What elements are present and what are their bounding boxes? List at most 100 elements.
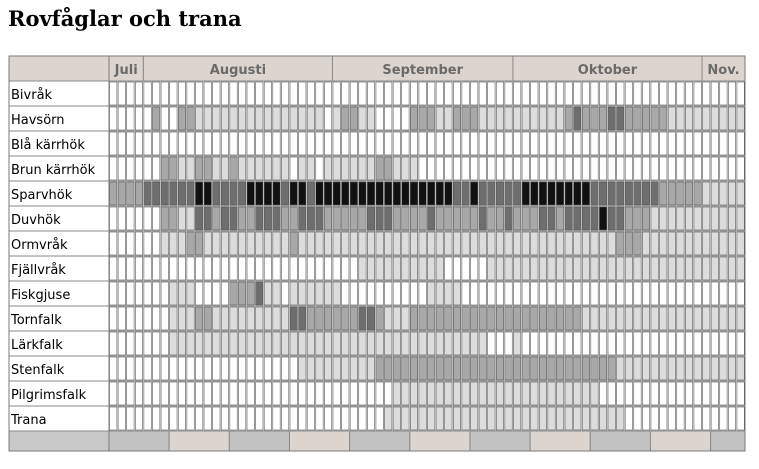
heatmap-cell: [521, 181, 530, 206]
heatmap-cell: [495, 231, 504, 256]
heatmap-cell: [719, 281, 728, 306]
heatmap-cell: [607, 206, 616, 231]
heatmap-cell: [470, 406, 479, 431]
heatmap-cell: [143, 81, 152, 106]
heatmap-cell: [341, 356, 350, 381]
heatmap-cell: [728, 156, 737, 181]
heatmap-cell: [246, 306, 255, 331]
heatmap-cell: [728, 381, 737, 406]
heatmap-cell: [324, 106, 333, 131]
heatmap-cell: [547, 306, 556, 331]
heatmap-cell: [341, 281, 350, 306]
heatmap-cell: [358, 381, 367, 406]
heatmap-cell: [504, 81, 513, 106]
heatmap-cell: [470, 156, 479, 181]
heatmap-cell: [719, 181, 728, 206]
heatmap-cell: [702, 156, 711, 181]
heatmap-cell: [375, 181, 384, 206]
heatmap-cell: [513, 231, 522, 256]
heatmap-cell: [341, 306, 350, 331]
heatmap-cell: [590, 81, 599, 106]
heatmap-cell: [246, 181, 255, 206]
heatmap-cell: [702, 381, 711, 406]
row-label: Trana: [10, 413, 47, 428]
heatmap-cell: [229, 81, 238, 106]
heatmap-cell: [410, 231, 419, 256]
row-label-cell: [8, 255, 110, 282]
heatmap-cell: [504, 206, 513, 231]
heatmap-cell: [272, 81, 281, 106]
heatmap-cell: [538, 206, 547, 231]
heatmap-cell: [487, 206, 496, 231]
heatmap-cell: [152, 206, 161, 231]
heatmap-cell: [607, 106, 616, 131]
heatmap-cell: [255, 156, 264, 181]
heatmap-cell: [134, 406, 143, 431]
heatmap-cell: [624, 406, 633, 431]
heatmap-cell: [710, 306, 719, 331]
heatmap-cell: [616, 356, 625, 381]
heatmap-cell: [599, 81, 608, 106]
heatmap-cell: [633, 106, 642, 131]
heatmap-cell: [272, 306, 281, 331]
heatmap-cell: [177, 81, 186, 106]
heatmap-cell: [719, 156, 728, 181]
heatmap-cell: [186, 106, 195, 131]
heatmap-cell: [195, 106, 204, 131]
heatmap-cell: [169, 106, 178, 131]
heatmap-cell: [478, 256, 487, 281]
heatmap-cell: [728, 331, 737, 356]
heatmap-cell: [435, 131, 444, 156]
heatmap-cell: [134, 181, 143, 206]
heatmap-cell: [263, 306, 272, 331]
heatmap-cell: [444, 381, 453, 406]
heatmap-cell: [195, 181, 204, 206]
heatmap-cell: [109, 156, 118, 181]
footer-week-cell: [710, 430, 746, 452]
heatmap-cell: [513, 331, 522, 356]
heatmap-cell: [375, 156, 384, 181]
heatmap-cell: [160, 406, 169, 431]
heatmap-cell: [134, 156, 143, 181]
heatmap-cell: [255, 406, 264, 431]
heatmap-cell: [736, 81, 745, 106]
heatmap-cell: [349, 256, 358, 281]
heatmap-cell: [478, 356, 487, 381]
heatmap-cell: [126, 256, 135, 281]
heatmap-cell: [616, 281, 625, 306]
row-label: Fjällvråk: [11, 263, 66, 278]
heatmap-cell: [169, 331, 178, 356]
heatmap-cell: [324, 131, 333, 156]
heatmap-cell: [478, 106, 487, 131]
heatmap-cell: [392, 256, 401, 281]
heatmap-cell: [109, 231, 118, 256]
heatmap-cell: [624, 381, 633, 406]
heatmap-cell: [521, 281, 530, 306]
heatmap-cell: [736, 356, 745, 381]
heatmap-cell: [599, 356, 608, 381]
heatmap-cell: [599, 306, 608, 331]
heatmap-cell: [642, 131, 651, 156]
heatmap-cell: [298, 331, 307, 356]
heatmap-cell: [160, 356, 169, 381]
heatmap-cell: [289, 156, 298, 181]
heatmap-cell: [410, 206, 419, 231]
footer-week-cell: [228, 430, 290, 452]
row-label: Tornfalk: [10, 313, 62, 328]
heatmap-cell: [203, 306, 212, 331]
heatmap-cell: [710, 381, 719, 406]
heatmap-cell: [719, 231, 728, 256]
heatmap-cell: [427, 106, 436, 131]
heatmap-cell: [143, 381, 152, 406]
heatmap-cell: [281, 331, 290, 356]
heatmap-cell: [676, 156, 685, 181]
heatmap-cell: [418, 106, 427, 131]
heatmap-cell: [736, 306, 745, 331]
heatmap-cell: [324, 206, 333, 231]
heatmap-cell: [367, 281, 376, 306]
heatmap-cell: [281, 156, 290, 181]
heatmap-cell: [719, 406, 728, 431]
heatmap-cell: [341, 181, 350, 206]
heatmap-cell: [616, 331, 625, 356]
heatmap-cell: [384, 81, 393, 106]
